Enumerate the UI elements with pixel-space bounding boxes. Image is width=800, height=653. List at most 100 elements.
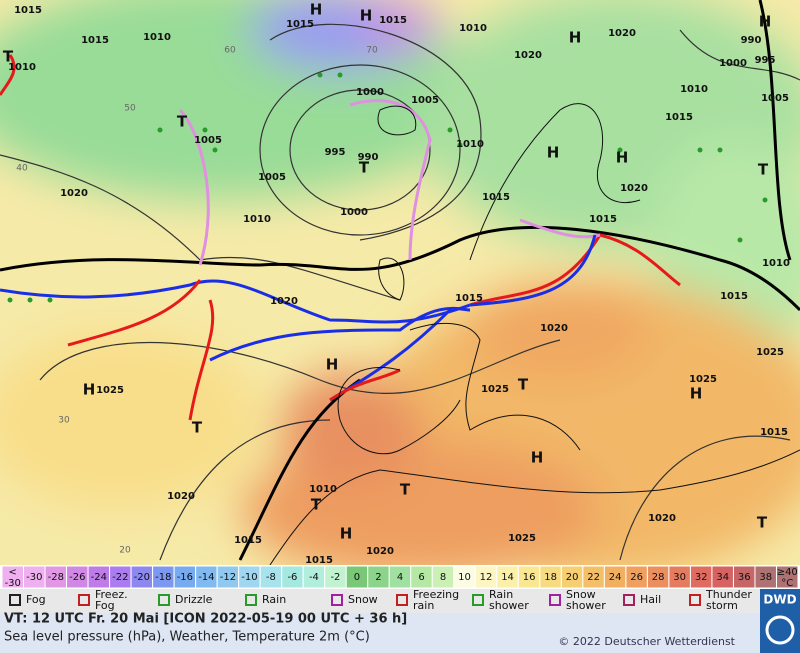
isobar-label: 1000 xyxy=(719,58,747,69)
scale-value: 24 xyxy=(609,572,622,583)
weather-legend: Fog Freez.Fog Drizzle Rain Snow FreezingrainR… xyxy=(0,588,800,613)
scale-value: 10 xyxy=(458,572,471,583)
pressure-center: T xyxy=(311,496,322,514)
scale-value: -20 xyxy=(134,572,150,583)
legend-symbol xyxy=(245,594,257,606)
temperature-label: 20 xyxy=(119,546,131,556)
scale-value: 20 xyxy=(566,572,579,583)
scale-value: -14 xyxy=(198,572,214,583)
pressure-center: T xyxy=(757,514,768,532)
isobar-label: 1005 xyxy=(194,135,222,146)
legend-label: storm xyxy=(706,599,738,612)
legend-label: Fog xyxy=(95,599,115,612)
scale-value: 36 xyxy=(738,572,751,583)
isobar-label: 1020 xyxy=(60,188,88,199)
isobar-label: 1010 xyxy=(459,23,487,34)
scale-value: 32 xyxy=(695,572,708,583)
isobar-label: 1005 xyxy=(761,93,789,104)
temperature-label: 50 xyxy=(124,104,136,114)
isobar-label: 1015 xyxy=(665,112,693,123)
isobar-label: 1005 xyxy=(258,172,286,183)
legend-label: Freez. xyxy=(95,588,128,601)
isobars xyxy=(0,23,800,561)
scale-value: 38 xyxy=(759,572,772,583)
scale-value: -2 xyxy=(330,572,340,583)
isobar-label: 1015 xyxy=(455,293,483,304)
isobar-label: 1010 xyxy=(680,84,708,95)
isobar-label: 1020 xyxy=(648,513,676,524)
scale-value: -6 xyxy=(287,572,297,583)
pressure-center: H xyxy=(569,29,582,47)
pressure-center: H xyxy=(310,1,323,19)
isobar-label: 1015 xyxy=(81,35,109,46)
pressure-center: T xyxy=(518,376,529,394)
scale-value: 18 xyxy=(544,572,557,583)
isobar-label: 1015 xyxy=(305,555,333,566)
logo-text: DWD xyxy=(763,593,796,607)
scale-value: -22 xyxy=(112,572,128,583)
color-scale: <-30-30 -28 -26 -24 -22 -20 -18 -16 -14 -12 -10 -8-… xyxy=(1,565,799,589)
isobar-label: 1015 xyxy=(589,214,617,225)
legend-label: Snow xyxy=(566,588,596,601)
isobar-label: 1010 xyxy=(762,258,790,269)
isobar-label: 1010 xyxy=(243,214,271,225)
isobar-label: 1020 xyxy=(540,323,568,334)
isobar-label: 1005 xyxy=(411,95,439,106)
isobar-label: 1015 xyxy=(379,15,407,26)
scale-value: 8 xyxy=(440,572,446,583)
scale-value: 6 xyxy=(418,572,424,583)
isobar-label: 1020 xyxy=(514,50,542,61)
isobar-label: 1015 xyxy=(482,192,510,203)
isobar-label: 1015 xyxy=(234,535,262,546)
coastlines xyxy=(269,103,800,565)
map-labels: 1015 1015 1015 1010 1010 1015 1020 1020 990 995 10… xyxy=(3,1,790,566)
pressure-center: H xyxy=(547,144,560,162)
scale-value: -26 xyxy=(69,572,85,583)
isobar-label: 1025 xyxy=(481,384,509,395)
scale-cell xyxy=(775,565,799,589)
scale-value: 12 xyxy=(480,572,493,583)
scale-value: -24 xyxy=(91,572,107,583)
scale-value: 22 xyxy=(587,572,600,583)
legend-label: Thunder xyxy=(705,588,752,601)
scale-value: -16 xyxy=(177,572,193,583)
scale-value: 4 xyxy=(397,572,403,583)
map-area: 1015 1015 1015 1010 1010 1015 1020 1020 990 995 10… xyxy=(0,0,800,566)
scale-value: 16 xyxy=(523,572,536,583)
isobar-label: 995 xyxy=(755,55,776,66)
pressure-center: H xyxy=(83,381,96,399)
map-subtitle: Sea level pressure (hPa), Weather, Tempe… xyxy=(4,630,370,645)
pressure-center: T xyxy=(3,48,14,66)
isobar-label: 1015 xyxy=(14,5,42,16)
fronts xyxy=(0,54,681,421)
legend-symbol xyxy=(396,594,408,606)
legend-symbol xyxy=(472,594,484,606)
legend-label: Freezing xyxy=(413,588,459,601)
legend-symbol xyxy=(9,594,21,606)
scale-value: -4 xyxy=(309,572,319,583)
isobar-label: 1010 xyxy=(309,484,337,495)
legend-label: Rain xyxy=(489,588,513,601)
isobar-label: 1025 xyxy=(689,374,717,385)
scale-value: -28 xyxy=(48,572,64,583)
isobar-label: 990 xyxy=(741,35,762,46)
isobar-label: 1000 xyxy=(340,207,368,218)
scale-value: -8 xyxy=(266,572,276,583)
scale-value: -30 xyxy=(26,572,42,583)
pressure-center: H xyxy=(690,385,703,403)
isobar-label: 1020 xyxy=(167,491,195,502)
legend-label: shower xyxy=(566,599,606,612)
isobar-label: 1015 xyxy=(286,19,314,30)
temperature-label: 60 xyxy=(224,46,236,56)
pressure-center: H xyxy=(531,449,544,467)
valid-time: VT: 12 UTC Fr. 20 Mai [ICON 2022-05-19 0… xyxy=(4,612,407,627)
pressure-center: T xyxy=(400,481,411,499)
scale-value: -10 xyxy=(241,572,257,583)
scale-end-label: ≥40 xyxy=(777,567,798,578)
scale-end-label: °C xyxy=(781,578,793,589)
legend-symbol xyxy=(623,594,635,606)
legend-label: Fog xyxy=(26,593,46,606)
temperature-label: 40 xyxy=(16,164,28,174)
pressure-center: T xyxy=(758,161,769,179)
